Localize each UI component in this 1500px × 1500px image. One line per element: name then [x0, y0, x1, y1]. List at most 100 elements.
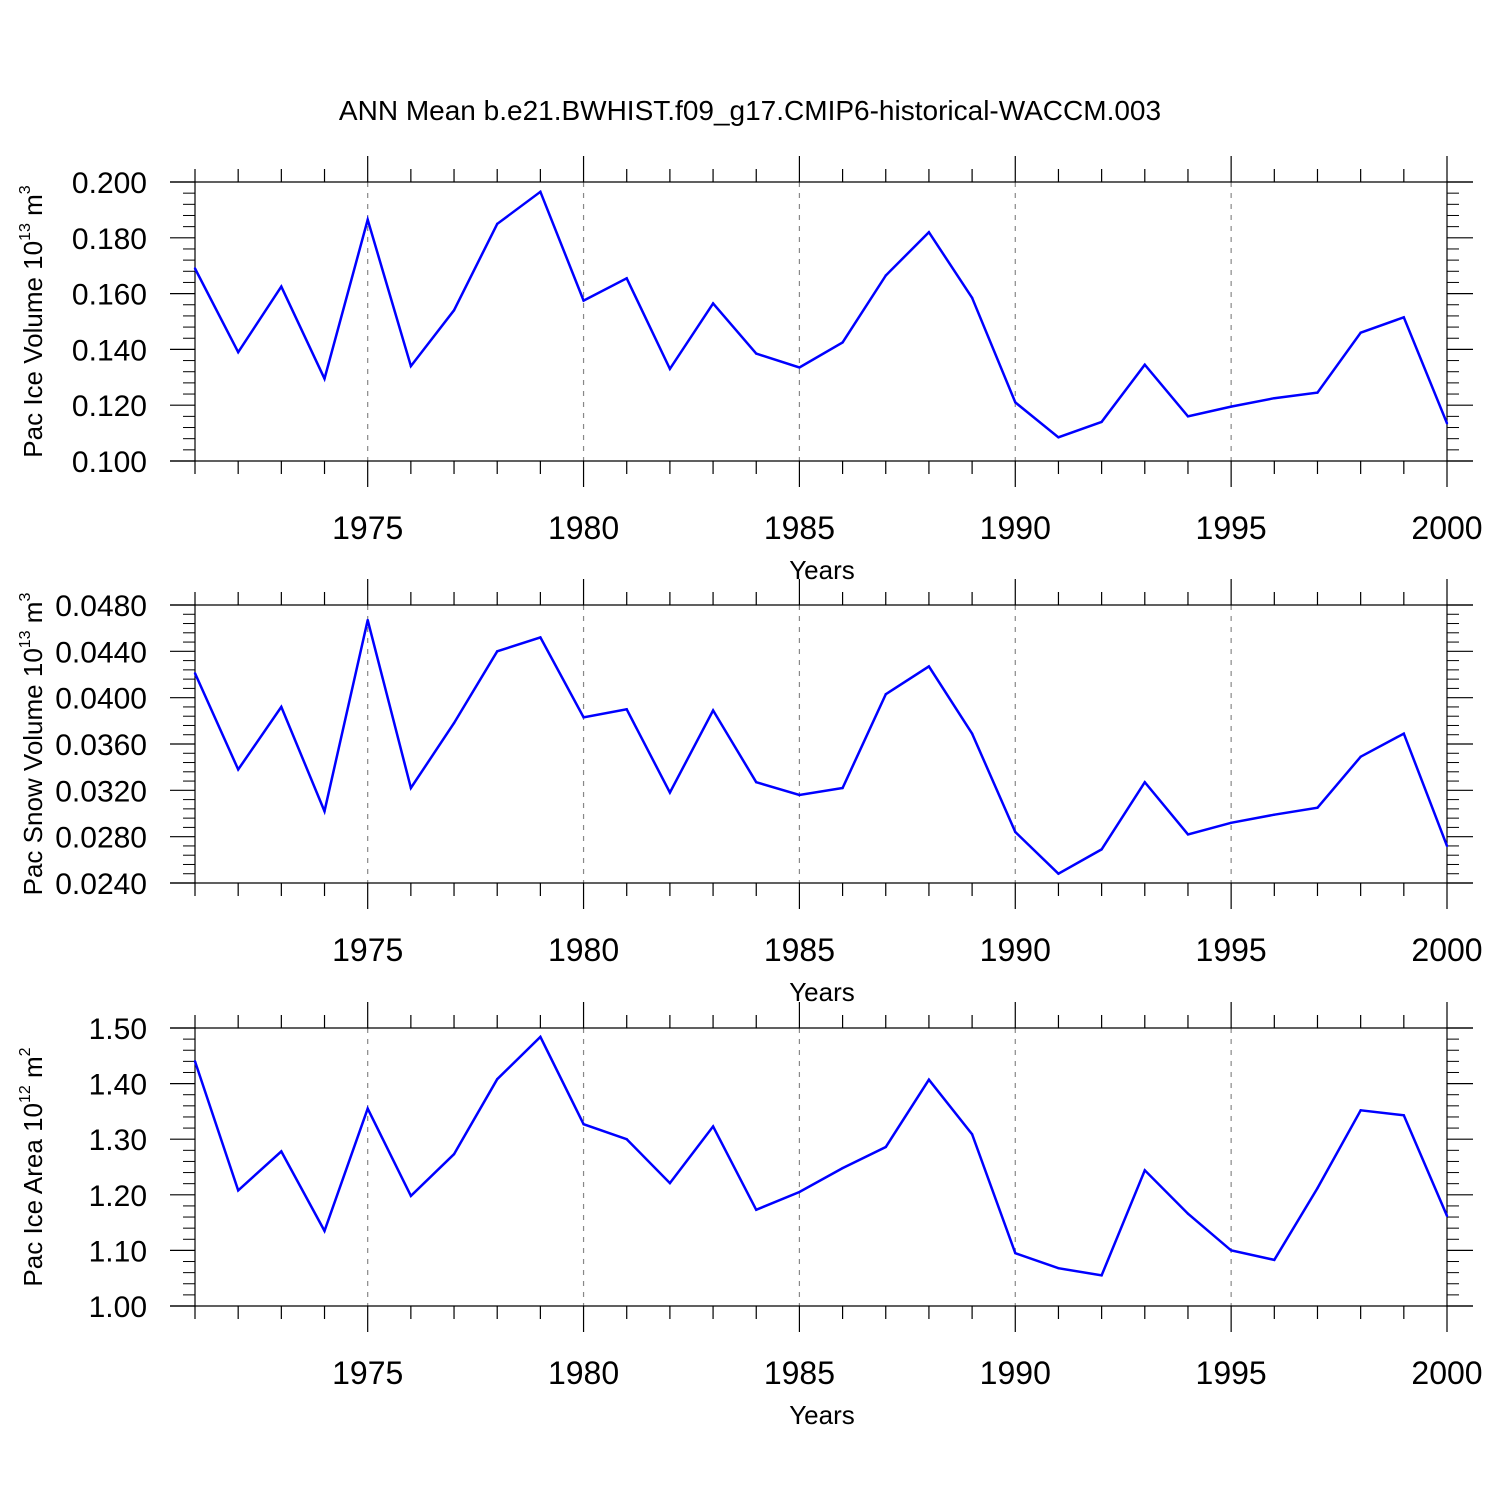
data-point [236, 350, 240, 354]
x-tick-label: 1980 [548, 1355, 619, 1391]
y-tick-label: 1.00 [89, 1291, 147, 1324]
data-point [1100, 420, 1103, 424]
data-point [280, 705, 283, 709]
data-point [1402, 316, 1406, 319]
x-tick-label: 1990 [980, 510, 1051, 546]
x-tick-label: 2000 [1411, 932, 1482, 968]
y-tick-label: 0.140 [72, 334, 147, 367]
x-tick-label: 1995 [1196, 932, 1267, 968]
y-tick-label: 0.180 [72, 223, 147, 256]
y-tick-label: 1.20 [89, 1180, 147, 1213]
data-point [1057, 872, 1060, 875]
data-point [1273, 813, 1276, 816]
y-tick-label: 0.160 [72, 279, 147, 312]
y-tick-label: 0.0360 [55, 729, 147, 762]
y-tick-label: 0.0240 [55, 868, 147, 901]
x-tick-label: 1980 [548, 932, 619, 968]
data-point [1186, 1212, 1190, 1215]
data-point [452, 721, 456, 725]
y-axis-label-text: m [18, 194, 48, 223]
data-point [884, 692, 887, 696]
data-point [1100, 848, 1103, 851]
data-point [323, 809, 326, 813]
data-point [1402, 1114, 1406, 1117]
x-tick-label: 1985 [764, 510, 835, 546]
data-point [409, 1194, 413, 1198]
data-point [798, 793, 801, 797]
data-point [582, 1122, 585, 1126]
data-point [625, 708, 628, 711]
x-tick-label: 1975 [332, 932, 403, 968]
y-axis-label: Pac Ice Area 1012 m2 [17, 1047, 48, 1286]
data-point [193, 672, 197, 675]
y-axis-label-exponent: 3 [17, 593, 34, 602]
data-point [1143, 363, 1146, 366]
y-axis-label-text: Pac Snow Volume 10 [18, 648, 48, 895]
x-axis-label: Years [789, 555, 855, 585]
y-tick-label: 0.0440 [55, 636, 147, 669]
data-point [1316, 391, 1319, 394]
data-point [409, 364, 413, 368]
series-line [193, 189, 1449, 439]
data-point [1229, 405, 1233, 408]
data-point [1186, 833, 1190, 836]
figure-title: ANN Mean b.e21.BWHIST.f09_g17.CMIP6-hist… [339, 95, 1161, 126]
x-tick-label: 1995 [1196, 1355, 1267, 1391]
data-point [1057, 436, 1060, 439]
data-point [970, 296, 974, 299]
y-axis-label-text: m [18, 1056, 48, 1085]
series-line [193, 619, 1449, 876]
y-tick-label: 0.200 [72, 167, 147, 200]
data-point [1359, 1109, 1362, 1112]
data-point [1445, 1214, 1449, 1218]
data-point [1014, 830, 1017, 834]
y-tick-label: 1.10 [89, 1235, 147, 1268]
series-line [193, 1034, 1449, 1277]
data-point [884, 274, 887, 277]
data-point [1316, 1186, 1319, 1190]
data-point [452, 309, 456, 312]
y-tick-label: 1.40 [89, 1069, 147, 1102]
data-point [1100, 1274, 1103, 1277]
chart-panel-3: 1.00 1.10 1.20 1.30 1.40 1.50 1975 1980 1985 1990… [17, 1002, 1483, 1430]
data-point [668, 367, 672, 371]
data-point [1445, 844, 1449, 848]
x-axis-label: Years [789, 977, 855, 1007]
data-point [1014, 401, 1017, 404]
data-point [409, 786, 413, 790]
x-tick-label: 2000 [1411, 510, 1482, 546]
data-point [1359, 755, 1362, 758]
data-point [193, 1060, 197, 1063]
data-point [236, 1189, 240, 1192]
data-point [496, 1077, 499, 1081]
y-axis-label-text: Pac Ice Area 10 [18, 1103, 48, 1287]
x-tick-label: 1985 [764, 1355, 835, 1391]
y-tick-label: 0.0400 [55, 683, 147, 716]
data-point [711, 709, 715, 712]
data-point [539, 1035, 542, 1039]
data-point [366, 618, 369, 622]
data-point [1229, 821, 1233, 824]
data-point [323, 1229, 326, 1233]
x-tick-label: 2000 [1411, 1355, 1482, 1391]
data-point [1445, 422, 1449, 425]
data-point [452, 1153, 456, 1156]
y-tick-label: 0.0320 [55, 775, 147, 808]
x-tick-label: 1980 [548, 510, 619, 546]
y-axis-label-exponent: 13 [17, 630, 34, 648]
x-tick-label: 1990 [980, 1355, 1051, 1391]
data-point [366, 1107, 369, 1110]
data-point [841, 341, 844, 344]
data-point [668, 791, 672, 794]
chart-panel-2: 0.0240 0.0280 0.0320 0.0360 0.0400 0.0440 0.04… [17, 579, 1483, 1007]
data-point [280, 1150, 283, 1153]
data-point [927, 231, 931, 234]
x-axis-label: Years [789, 1400, 855, 1430]
data-point [1316, 806, 1319, 809]
data-point [323, 377, 326, 380]
data-point [927, 665, 931, 668]
data-point [1143, 781, 1146, 784]
y-axis-label: Pac Snow Volume 1013 m3 [17, 593, 48, 896]
data-point [755, 781, 758, 784]
